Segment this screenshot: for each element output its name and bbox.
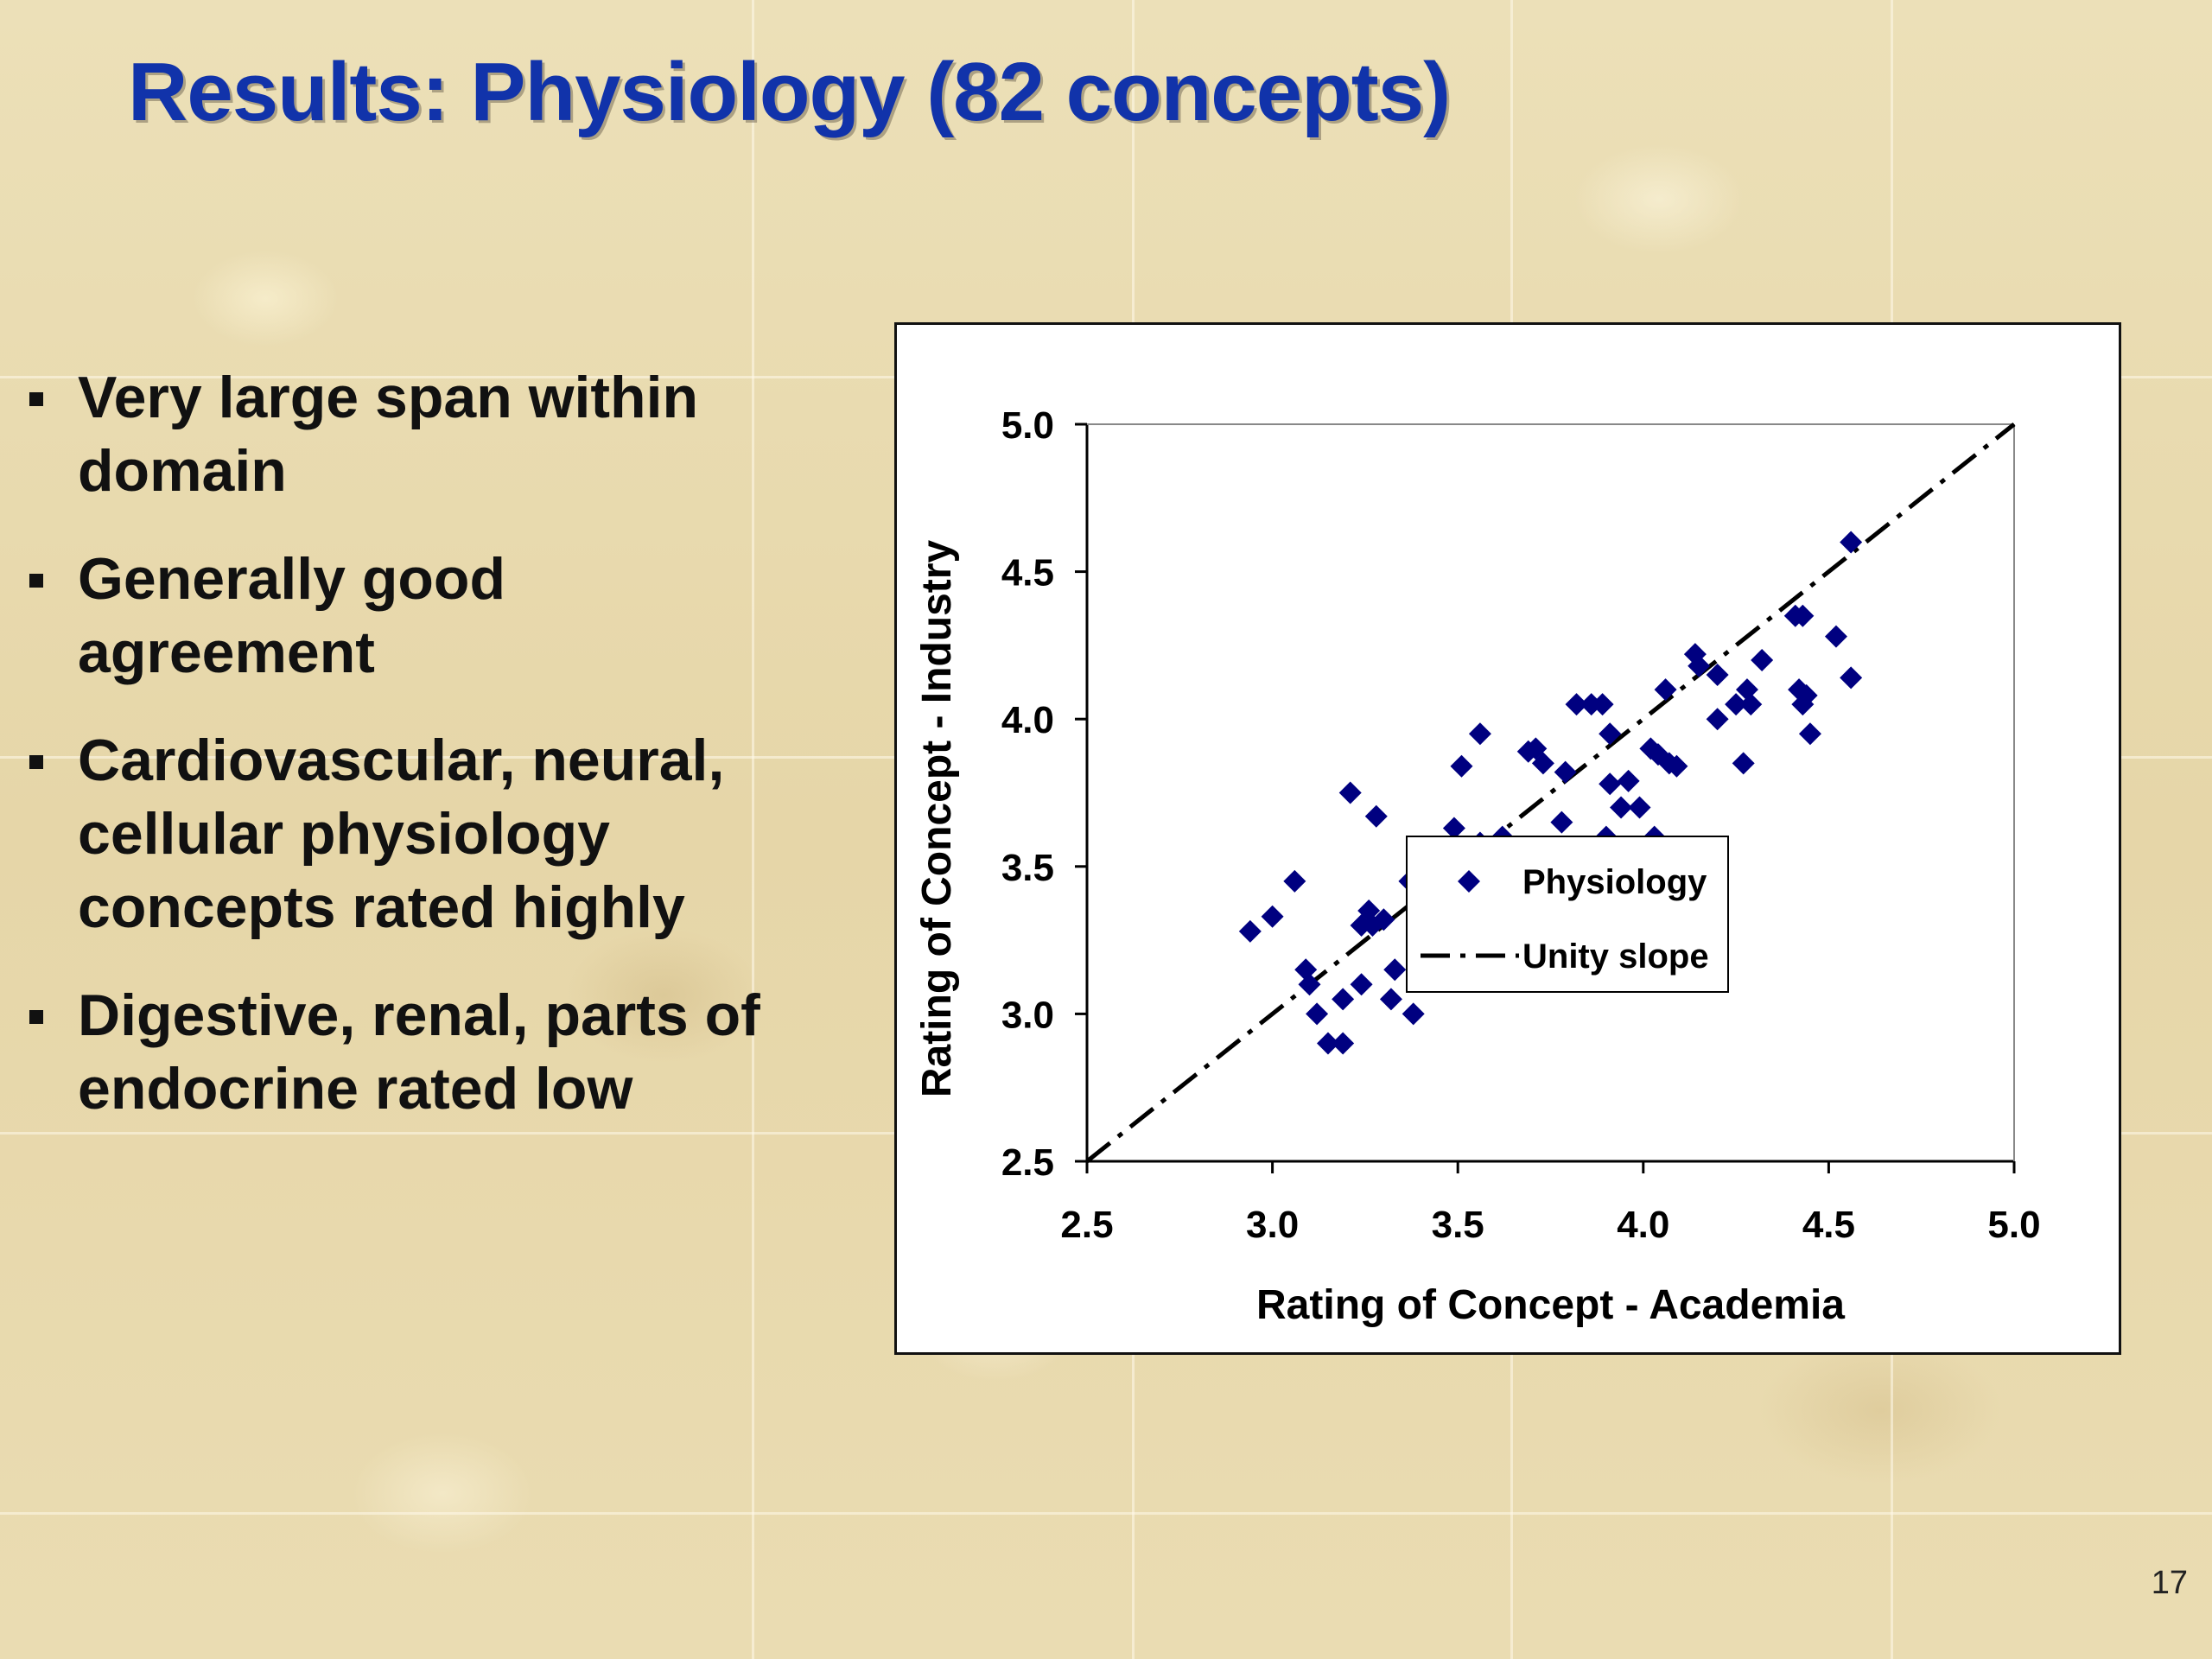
square-bullet-icon — [29, 574, 43, 588]
data-point — [1617, 769, 1640, 792]
data-point — [1599, 722, 1622, 746]
data-point — [1610, 796, 1633, 819]
data-point — [1283, 869, 1306, 893]
data-point — [1372, 908, 1395, 931]
data-point — [1524, 737, 1548, 760]
data-point — [1791, 604, 1815, 627]
data-point — [1739, 693, 1763, 716]
data-point — [1706, 708, 1729, 731]
data-point — [1735, 678, 1758, 702]
data-point — [1688, 654, 1711, 677]
bullet-text: Digestive, renal, parts of endocrine rat… — [78, 982, 760, 1122]
data-point — [1550, 810, 1573, 834]
data-point — [1261, 905, 1284, 928]
data-point — [1468, 722, 1491, 746]
legend-diamond-marker — [1458, 870, 1480, 893]
x-axis-label: Rating of Concept - Academia — [1256, 1282, 1845, 1328]
bullet-text: Very large span within domain — [78, 365, 699, 504]
y-tick-label: 5.0 — [1001, 404, 1054, 447]
background-tile-line — [0, 1512, 2212, 1515]
bullet-item: Digestive, renal, parts of endocrine rat… — [26, 979, 786, 1126]
data-point — [1599, 772, 1622, 796]
bullet-item: Cardiovascular, neural, cellular physiol… — [26, 724, 786, 944]
data-point — [1628, 796, 1651, 819]
data-point — [1338, 781, 1362, 804]
data-point — [1591, 693, 1614, 716]
data-point — [1706, 664, 1729, 687]
x-tick-label: 5.0 — [1987, 1204, 2040, 1246]
bullet-text: Cardiovascular, neural, cellular physiol… — [78, 728, 725, 940]
square-bullet-icon — [29, 392, 43, 406]
data-point — [1639, 737, 1662, 760]
x-tick-label: 4.5 — [1802, 1204, 1855, 1246]
data-point — [1383, 958, 1407, 982]
chart-canvas: 2.5 3.0 3.5 4.0 4.5 5.0 2.5 3.0 3.5 4.0 4.5 5.0 Rat… — [914, 404, 2041, 1328]
data-point — [1665, 754, 1688, 778]
legend: Physiology Unity slope — [1406, 836, 1729, 993]
data-point — [1364, 804, 1388, 828]
data-point — [1840, 531, 1863, 554]
slide-title: Results: Physiology (82 concepts) — [128, 46, 1451, 138]
data-point — [1646, 743, 1669, 766]
scatter-chart: 2.5 3.0 3.5 4.0 4.5 5.0 2.5 3.0 3.5 4.0 4.5 5.0 Rat… — [894, 322, 2121, 1355]
data-point — [1379, 988, 1402, 1011]
x-tick-label: 3.0 — [1246, 1204, 1299, 1246]
y-tick-label: 4.0 — [1001, 699, 1054, 741]
data-point — [1332, 1032, 1355, 1055]
y-tick-label: 4.5 — [1001, 552, 1054, 594]
legend-label-physiology: Physiology — [1522, 863, 1707, 901]
data-point — [1306, 1002, 1329, 1026]
y-tick-label: 3.5 — [1001, 847, 1054, 889]
data-point — [1298, 973, 1321, 996]
data-point — [1798, 722, 1821, 746]
y-tick-label: 2.5 — [1001, 1141, 1054, 1184]
bullet-item: Very large span within domain — [26, 361, 786, 508]
y-tick-label: 3.0 — [1001, 994, 1054, 1036]
data-point — [1350, 973, 1373, 996]
data-point — [1795, 683, 1818, 707]
x-tick-label: 3.5 — [1432, 1204, 1484, 1246]
y-axis-label: Rating of Concept - Industry — [914, 540, 960, 1098]
x-tick-label: 4.0 — [1617, 1204, 1669, 1246]
data-point — [1751, 648, 1774, 671]
data-point — [1332, 988, 1355, 1011]
unity-slope-line — [1085, 423, 2016, 1163]
data-point — [1824, 625, 1847, 648]
data-point — [1238, 919, 1262, 943]
data-point — [1840, 666, 1863, 690]
data-point — [1531, 752, 1554, 775]
data-point — [1654, 678, 1677, 702]
data-point — [1402, 1002, 1425, 1026]
x-tick-label: 2.5 — [1060, 1204, 1113, 1246]
square-bullet-icon — [29, 1010, 43, 1024]
data-point — [1450, 754, 1473, 778]
background-tile-line — [752, 0, 754, 1659]
legend-frame — [1406, 836, 1729, 993]
data-point — [1565, 693, 1588, 716]
data-point — [1732, 752, 1755, 775]
legend-label-unity-slope: Unity slope — [1522, 938, 1709, 976]
data-point — [1725, 693, 1748, 716]
data-point — [1294, 958, 1318, 982]
data-point — [1554, 760, 1577, 784]
page-number: 17 — [2151, 1565, 2188, 1601]
bullet-list: Very large span within domain Generally … — [26, 361, 786, 1160]
bullet-text: Generally good agreement — [78, 546, 505, 685]
data-point — [1442, 817, 1465, 840]
data-point — [1316, 1032, 1339, 1055]
bullet-item: Generally good agreement — [26, 543, 786, 690]
square-bullet-icon — [29, 755, 43, 769]
